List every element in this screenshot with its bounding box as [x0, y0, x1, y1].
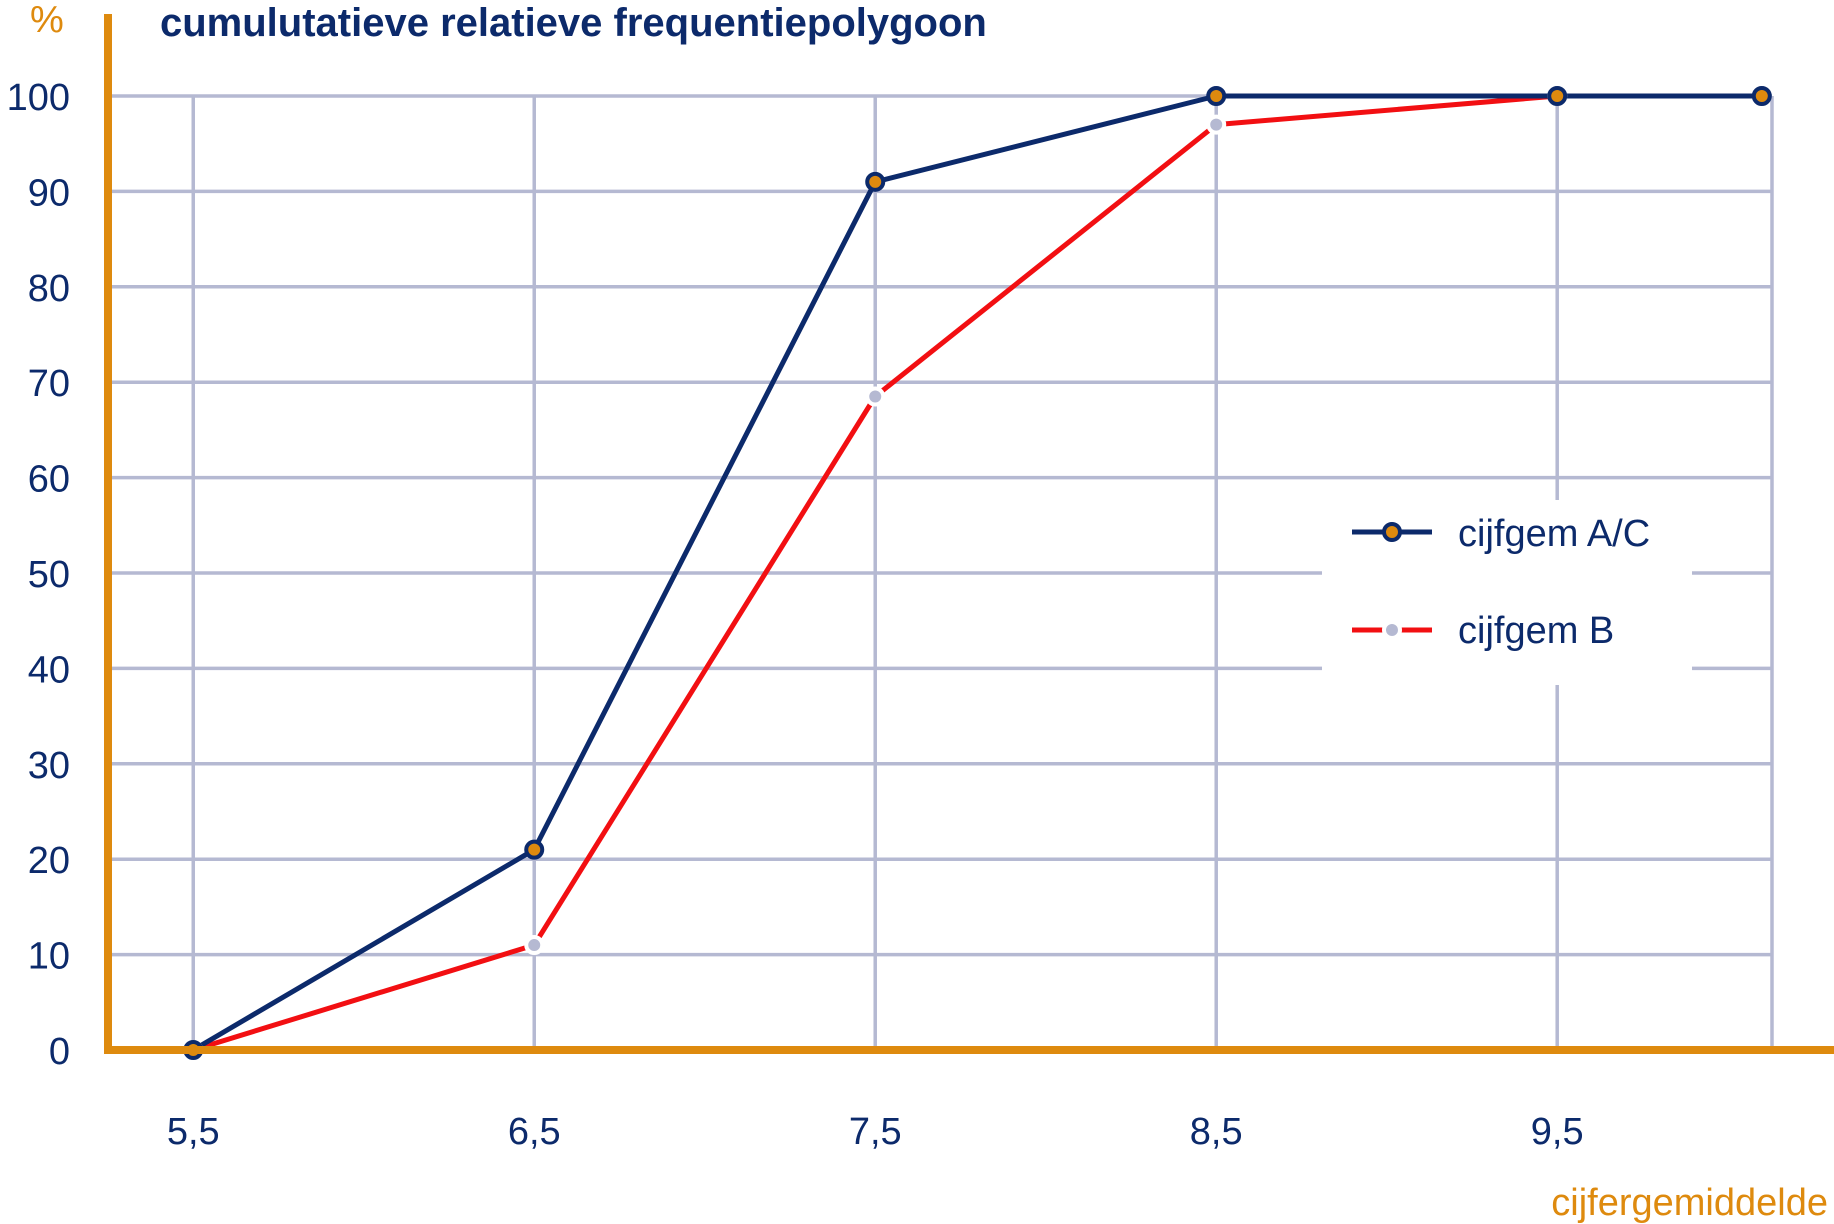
y-tick-label: 10	[28, 936, 70, 978]
legend-label-cijfgem-b: cijfgem B	[1458, 610, 1614, 652]
x-tick-label: 9,5	[1531, 1111, 1584, 1153]
data-point-cijfgem-a-c	[1547, 86, 1568, 106]
series-line-cijfgem-a-c	[191, 93, 1762, 1053]
y-tick-label: 80	[28, 268, 70, 310]
y-tick-label: 70	[28, 363, 70, 405]
y-tick-label: 100	[7, 77, 70, 119]
x-tick-label: 5,5	[167, 1111, 220, 1153]
data-point-cijfgem-a-c	[1751, 86, 1772, 106]
y-tick-label: 40	[28, 649, 70, 691]
x-tick-label: 8,5	[1190, 1111, 1243, 1153]
data-point-cijfgem-a-c	[865, 171, 886, 192]
x-tick-label: 6,5	[508, 1111, 561, 1153]
data-point-cijfgem-b	[1206, 114, 1227, 135]
tick-labels: 0 10 20 30 40 50 60 70 80 90 100 5,5 6,5 7,5 8,5 9,5	[7, 77, 1584, 1153]
axes	[104, 14, 1834, 1054]
legend-marker-cijfgem-a-c	[1382, 522, 1402, 542]
y-tick-label: 90	[28, 172, 70, 214]
data-point-cijfgem-b	[524, 935, 545, 956]
y-tick-label: 0	[49, 1031, 70, 1073]
y-tick-label: 30	[28, 745, 70, 787]
legend-marker-cijfgem-b	[1382, 620, 1402, 640]
x-tick-label: 7,5	[849, 1111, 902, 1153]
data-point-cijfgem-a-c	[1206, 86, 1227, 106]
x-axis-label: cijfergemiddelde	[1551, 1182, 1828, 1224]
y-axis-label: %	[30, 0, 64, 41]
chart-title: cumulutatieve relatieve frequentiepolygo…	[160, 1, 987, 45]
data-point-cijfgem-a-c	[524, 839, 545, 860]
y-tick-label: 60	[28, 459, 70, 501]
legend-label-cijfgem-a-c: cijfgem A/C	[1458, 513, 1650, 555]
data-point-cijfgem-b	[865, 386, 886, 407]
y-tick-label: 50	[28, 554, 70, 596]
legend: cijfgem A/C cijfgem B	[1352, 513, 1650, 652]
y-tick-label: 20	[28, 840, 70, 882]
